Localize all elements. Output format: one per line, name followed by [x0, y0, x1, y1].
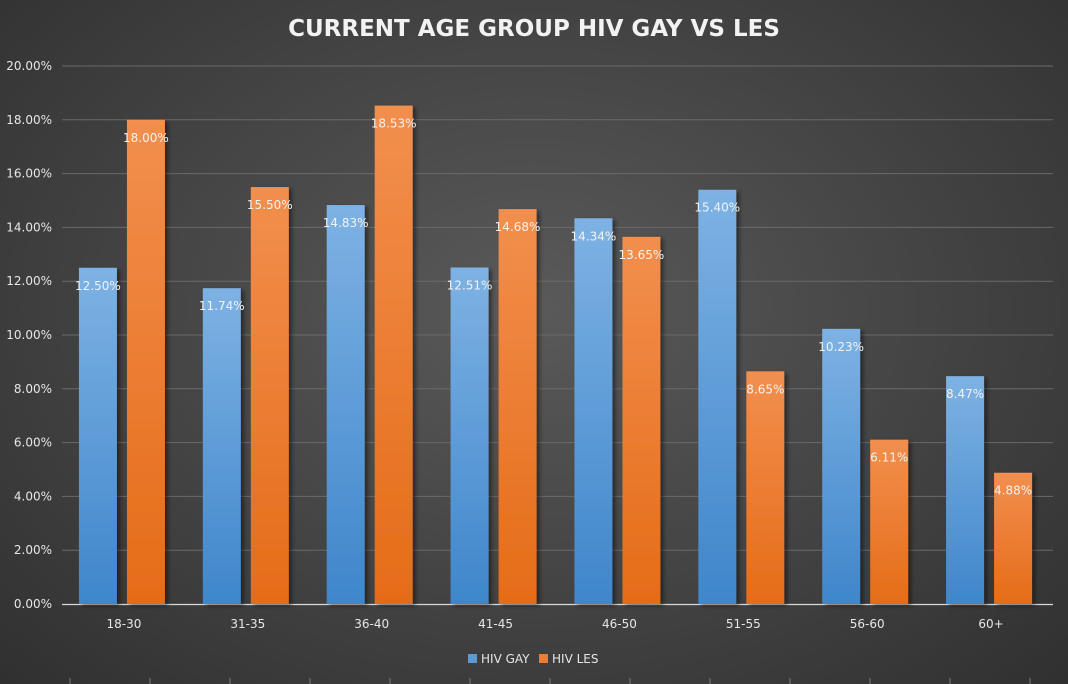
bar-hiv-les-60+: [994, 472, 1033, 604]
chart-title: CURRENT AGE GROUP HIV GAY VS LES: [288, 16, 780, 42]
data-label: 10.23%: [818, 340, 864, 354]
data-label: 18.53%: [371, 117, 417, 131]
data-label: 12.51%: [447, 278, 493, 292]
x-axis-ticks: 18-30 31-35 36-40 41-45 46-50 51-55 56-60 60+: [107, 617, 1004, 631]
legend: HIV GAY HIV LES: [468, 652, 598, 666]
x-tick-label: 46-50: [602, 617, 637, 631]
data-label: 8.47%: [946, 387, 984, 401]
y-tick-label: 6.00%: [14, 436, 52, 450]
bar-hiv-les-41-45: [498, 209, 537, 604]
data-label: 15.40%: [694, 201, 740, 215]
y-tick-label: 0.00%: [14, 597, 52, 611]
data-label: 6.11%: [870, 451, 908, 465]
data-label: 13.65%: [619, 248, 665, 262]
data-label: 11.74%: [199, 299, 245, 313]
y-tick-label: 12.00%: [6, 274, 52, 288]
bar-hiv-les-56-60: [870, 439, 909, 604]
y-tick-label: 8.00%: [14, 382, 52, 396]
legend-label: HIV GAY: [481, 652, 530, 666]
bar-hiv-les-36-40: [374, 105, 413, 604]
x-tick-label: 41-45: [478, 617, 513, 631]
data-label: 14.83%: [323, 216, 369, 230]
data-label: 14.68%: [495, 220, 541, 234]
legend-label: HIV LES: [552, 652, 598, 666]
data-label: 18.00%: [123, 131, 169, 145]
y-tick-label: 18.00%: [6, 113, 52, 127]
x-tick-label: 31-35: [230, 617, 265, 631]
y-tick-label: 20.00%: [6, 59, 52, 73]
bars: [78, 105, 1033, 605]
bar-hiv-les-51-55: [746, 371, 785, 604]
bar-hiv-gay-36-40: [326, 205, 365, 604]
y-tick-label: 4.00%: [14, 489, 52, 503]
legend-swatch-hiv-gay: [468, 654, 477, 663]
legend-swatch-hiv-les: [539, 654, 548, 663]
y-tick-label: 10.00%: [6, 328, 52, 342]
bar-hiv-les-18-30: [126, 119, 165, 605]
data-label: 4.88%: [994, 484, 1032, 498]
data-label: 12.50%: [75, 279, 121, 293]
bar-hiv-gay-46-50: [574, 218, 613, 604]
x-tick-label: 51-55: [726, 617, 761, 631]
y-tick-label: 16.00%: [6, 167, 52, 181]
bar-hiv-gay-41-45: [450, 267, 489, 604]
y-tick-label: 2.00%: [14, 543, 52, 557]
x-tick-label: 56-60: [850, 617, 885, 631]
bar-hiv-gay-60+: [946, 376, 985, 604]
bar-hiv-les-31-35: [250, 187, 289, 605]
data-label: 8.65%: [746, 382, 784, 396]
x-tick-label: 60+: [978, 617, 1003, 631]
y-axis-ticks: 0.00% 2.00% 4.00% 6.00% 8.00% 10.00% 12.00% 14.…: [6, 59, 52, 611]
x-tick-label: 18-30: [107, 617, 142, 631]
data-labels: 12.50% 18.00% 11.74% 15.50% 14.83% 18.53% 12.5…: [75, 117, 1032, 498]
data-label: 15.50%: [247, 198, 293, 212]
y-tick-label: 14.00%: [6, 220, 52, 234]
bar-hiv-les-46-50: [622, 236, 661, 604]
data-label: 14.34%: [571, 229, 617, 243]
bar-hiv-gay-31-35: [202, 288, 241, 604]
bar-hiv-gay-56-60: [822, 328, 861, 604]
bar-hiv-gay-18-30: [78, 267, 117, 604]
x-tick-label: 36-40: [354, 617, 389, 631]
bar-hiv-gay-51-55: [698, 189, 737, 605]
